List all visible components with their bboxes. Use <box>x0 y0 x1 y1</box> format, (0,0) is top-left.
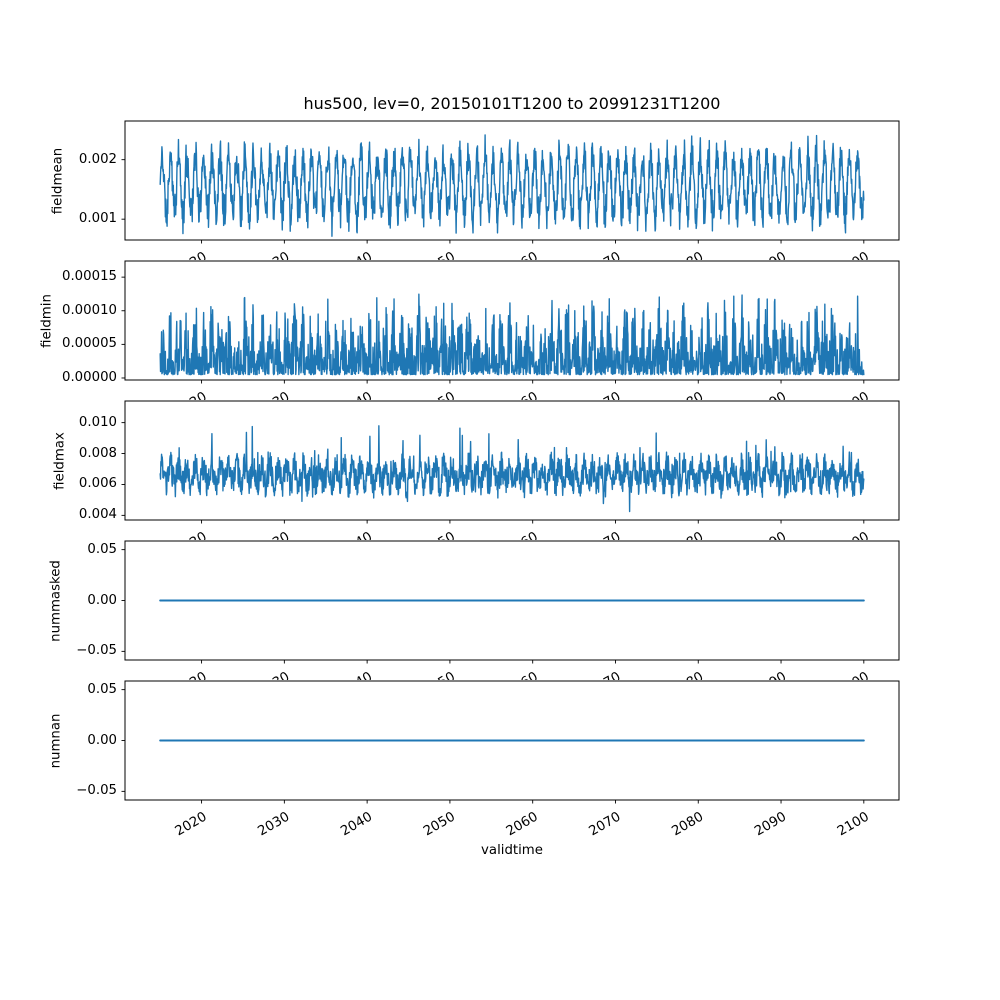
y-axis-label-nummasked: nummasked <box>48 559 64 642</box>
y-tick-label: 0.00 <box>87 732 117 748</box>
y-tick-label: −0.05 <box>76 783 117 799</box>
y-tick-label: 0.001 <box>78 211 117 227</box>
subplot-background <box>115 680 905 840</box>
y-tick-label: 0.00 <box>87 592 117 608</box>
y-axis-label-fieldmin: fieldmin <box>39 293 55 348</box>
y-axis-label-fieldmean: fieldmean <box>50 147 66 214</box>
y-tick-label: 0.00010 <box>62 302 117 318</box>
subplot-numnan: 2020 2030 2040 2050 2060 2070 2080 2090 2100 <box>115 680 905 840</box>
y-tick-label: 0.002 <box>78 151 117 167</box>
y-tick-label: 0.006 <box>78 476 117 492</box>
data-line-fieldmean <box>159 134 865 237</box>
axes-frame <box>124 400 900 521</box>
y-axis-label-fieldmax: fieldmax <box>52 431 68 490</box>
y-tick-label: −0.05 <box>76 643 117 659</box>
data-line-fieldmin <box>159 293 865 376</box>
subplot-background <box>115 540 905 700</box>
chart-title: hus500, lev=0, 20150101T1200 to 20991231… <box>303 94 721 113</box>
y-tick-label: 0.05 <box>87 541 117 557</box>
y-axis-label-numnan: numnan <box>48 713 64 768</box>
y-tick-label: 0.010 <box>78 414 117 430</box>
x-axis-label: validtime <box>481 843 543 858</box>
y-tick-label: 0.00005 <box>62 336 117 352</box>
y-tick-label: 0.008 <box>78 445 117 461</box>
axes-frame <box>124 120 900 241</box>
axes-frame <box>124 260 900 381</box>
data-line-fieldmax <box>159 425 865 513</box>
axes-frame <box>124 540 900 661</box>
y-tick-label: 0.00000 <box>62 369 117 385</box>
y-tick-label: 0.00015 <box>62 269 117 285</box>
y-tick-label: 0.05 <box>87 681 117 697</box>
axes-frame <box>124 680 900 801</box>
y-tick-label: 0.004 <box>78 507 117 523</box>
